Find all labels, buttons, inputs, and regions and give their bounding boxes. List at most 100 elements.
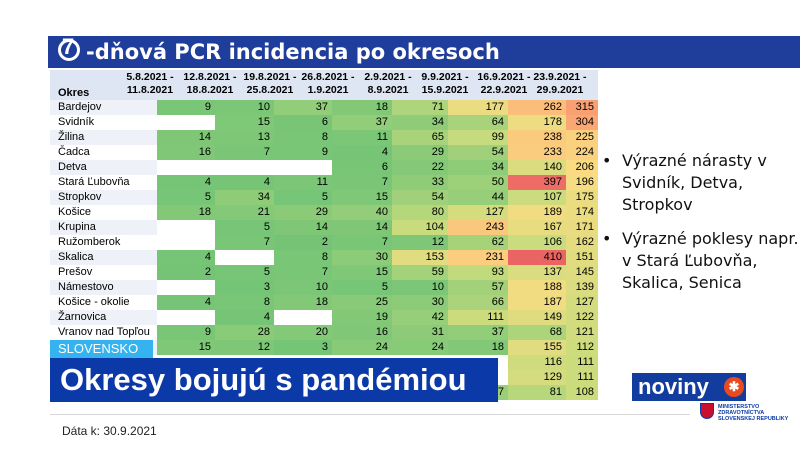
table-row: Žarnovica 4 19 42 111 149 122: [50, 310, 598, 325]
table-row: Žilina 14 13 8 11 65 99 238 225: [50, 130, 598, 145]
incidence-cell: 5: [157, 190, 215, 205]
incidence-cell: 18: [448, 340, 508, 355]
district-name: Krupina: [58, 221, 96, 233]
logo-glyph: 7: [62, 34, 75, 59]
incidence-cell: 81: [508, 385, 566, 400]
incidence-cell: 304: [566, 115, 598, 130]
incidence-cell: 104: [392, 220, 448, 235]
table-row: Svidník 15 6 37 34 64 178 304: [50, 115, 598, 130]
headline: Okresy bojujú s pandémiou: [50, 358, 498, 402]
incidence-cell: 187: [508, 295, 566, 310]
incidence-cell: 196: [566, 175, 598, 190]
noviny-swirl-icon: ✱: [724, 377, 744, 397]
incidence-cell: 8: [274, 130, 332, 145]
incidence-cell: 139: [566, 280, 598, 295]
incidence-cell: 29: [274, 205, 332, 220]
incidence-cell: 33: [392, 175, 448, 190]
incidence-cell: 37: [332, 115, 392, 130]
district-name: Košice: [58, 206, 92, 218]
incidence-cell: 93: [448, 265, 508, 280]
incidence-cell: 16: [332, 325, 392, 340]
table-row: 15 12 3 24 24 18 155 112: [50, 340, 598, 355]
incidence-cell: 4: [215, 310, 274, 325]
note-item: • Výrazné poklesy napr. v Stará Ľubovňa, …: [602, 229, 799, 292]
table-header: Okres 5.8.2021 -11.8.2021 12.8.2021 -18.8…: [50, 70, 598, 100]
incidence-cell: 19: [332, 310, 392, 325]
district-name: Skalica: [58, 251, 94, 263]
district-name: Stropkov: [58, 191, 102, 203]
table-row: Skalica 4 8 30 153 231 410 151: [50, 250, 598, 265]
incidence-cell: 8: [274, 250, 332, 265]
incidence-cell: 12: [215, 340, 274, 355]
incidence-cell: 34: [215, 190, 274, 205]
incidence-cell: 34: [392, 115, 448, 130]
incidence-cell: 4: [157, 295, 215, 310]
district-name: Vranov nad Topľou: [58, 326, 150, 338]
incidence-cell: 7: [215, 235, 274, 250]
incidence-cell: 7: [332, 235, 392, 250]
notes-list: • Výrazné nárasty v Svidník, Detva, Strop…: [600, 150, 800, 306]
incidence-cell: 31: [392, 325, 448, 340]
incidence-cell: 54: [448, 145, 508, 160]
incidence-cell: 315: [566, 100, 598, 115]
incidence-cell: [274, 310, 332, 325]
bullet-icon: •: [602, 229, 612, 248]
incidence-cell: 7: [215, 145, 274, 160]
incidence-cell: 9: [157, 325, 215, 340]
incidence-cell: 167: [508, 220, 566, 235]
incidence-cell: 4: [157, 250, 215, 265]
district-name: Námestovo: [58, 281, 114, 293]
column-header: 26.8.2021 -1.9.2021: [301, 71, 355, 96]
incidence-cell: 137: [508, 265, 566, 280]
incidence-cell: 28: [215, 325, 274, 340]
incidence-cell: 155: [508, 340, 566, 355]
incidence-cell: 65: [392, 130, 448, 145]
incidence-cell: 9: [274, 145, 332, 160]
incidence-cell: 37: [274, 100, 332, 115]
table-row: Ružomberok 7 2 7 12 62 106 162: [50, 235, 598, 250]
incidence-cell: 15: [332, 265, 392, 280]
incidence-cell: 9: [157, 100, 215, 115]
incidence-cell: 145: [566, 265, 598, 280]
incidence-cell: 397: [508, 175, 566, 190]
column-header: 12.8.2021 -18.8.2021: [183, 71, 237, 96]
table-row: Námestovo 3 10 5 10 57 188 139: [50, 280, 598, 295]
incidence-cell: 243: [448, 220, 508, 235]
district-name: Bardejov: [58, 101, 102, 113]
incidence-cell: 7: [274, 265, 332, 280]
incidence-cell: 111: [566, 370, 598, 385]
column-header: 16.9.2021 -22.9.2021: [477, 71, 531, 96]
incidence-cell: 62: [448, 235, 508, 250]
incidence-cell: 410: [508, 250, 566, 265]
column-header: 5.8.2021 -11.8.2021: [126, 71, 174, 96]
incidence-cell: 30: [392, 295, 448, 310]
incidence-cell: 122: [566, 310, 598, 325]
incidence-cell: 238: [508, 130, 566, 145]
column-header: 9.9.2021 -15.9.2021: [421, 71, 469, 96]
incidence-cell: 15: [332, 190, 392, 205]
incidence-cell: 233: [508, 145, 566, 160]
incidence-cell: 40: [332, 205, 392, 220]
incidence-cell: 4: [332, 145, 392, 160]
incidence-cell: 177: [448, 100, 508, 115]
table-row: Prešov 2 5 7 15 59 93 137 145: [50, 265, 598, 280]
incidence-cell: [157, 235, 215, 250]
incidence-cell: 107: [508, 190, 566, 205]
incidence-cell: 10: [215, 100, 274, 115]
incidence-cell: 42: [392, 310, 448, 325]
incidence-cell: 22: [392, 160, 448, 175]
incidence-cell: 18: [157, 205, 215, 220]
incidence-cell: 206: [566, 160, 598, 175]
incidence-cell: [157, 115, 215, 130]
incidence-cell: 15: [157, 340, 215, 355]
incidence-cell: 224: [566, 145, 598, 160]
incidence-cell: 14: [332, 220, 392, 235]
district-name: Žilina: [58, 131, 85, 143]
bullet-icon: •: [602, 151, 612, 170]
incidence-cell: 2: [157, 265, 215, 280]
incidence-cell: 10: [274, 280, 332, 295]
incidence-cell: 5: [215, 220, 274, 235]
incidence-cell: 231: [448, 250, 508, 265]
incidence-cell: 54: [392, 190, 448, 205]
incidence-cell: 59: [392, 265, 448, 280]
